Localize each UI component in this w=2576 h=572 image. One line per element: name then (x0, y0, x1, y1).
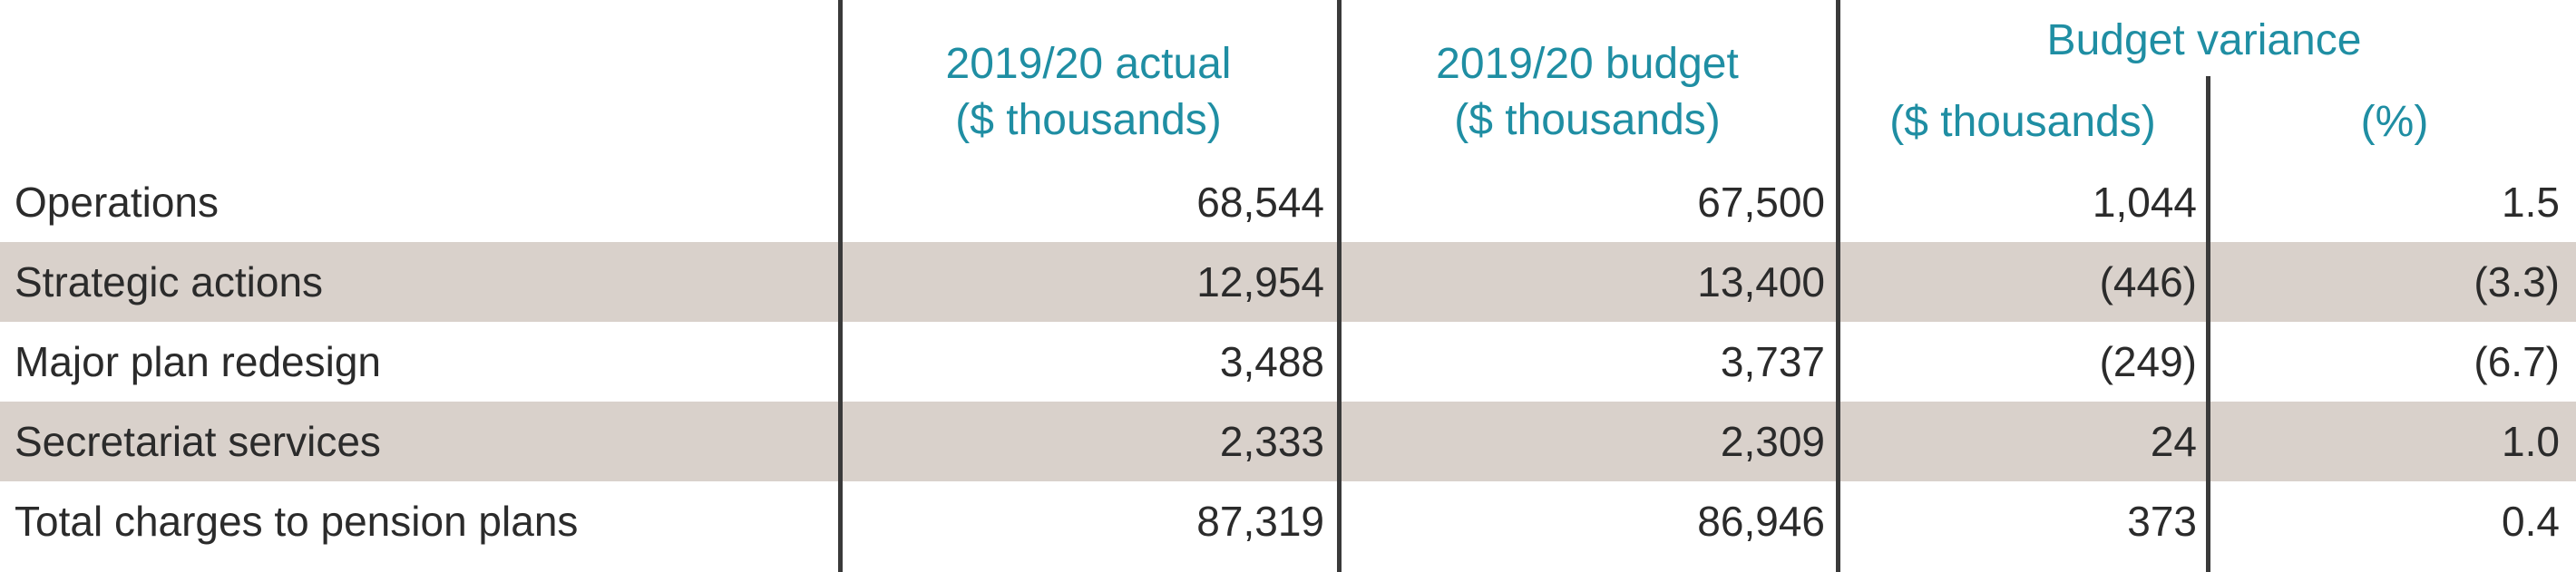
table-row: Major plan redesign 3,488 3,737 (249) (6… (0, 322, 2576, 402)
column-divider (1337, 0, 1342, 572)
row-label: Total charges to pension plans (15, 498, 579, 545)
row-budget: 67,500 (1697, 179, 1825, 226)
row-variance: 1,044 (2092, 179, 2197, 226)
row-actual: 68,544 (1196, 179, 1324, 226)
column-divider (838, 0, 843, 572)
row-budget: 2,309 (1720, 418, 1825, 465)
header-variance-percent: (%) (2360, 98, 2429, 146)
row-label: Major plan redesign (15, 338, 382, 385)
row-percent: 0.4 (2502, 498, 2560, 545)
header-actual: 2019/20 actual ($ thousands) (844, 36, 1333, 149)
row-label: Secretariat services (15, 418, 381, 465)
table-row: Strategic actions 12,954 13,400 (446) (3… (0, 242, 2576, 322)
row-actual: 12,954 (1196, 258, 1324, 305)
row-actual: 3,488 (1219, 338, 1324, 385)
header-actual-line2: ($ thousands) (955, 96, 1222, 144)
row-actual: 87,319 (1196, 498, 1324, 545)
header-budget: 2019/20 budget ($ thousands) (1342, 36, 1832, 149)
row-budget: 86,946 (1697, 498, 1825, 545)
row-budget: 3,737 (1720, 338, 1825, 385)
row-percent: (6.7) (2474, 338, 2560, 385)
header-budget-line1: 2019/20 budget (1436, 40, 1739, 88)
table-row-total: Total charges to pension plans 87,319 86… (0, 481, 2576, 561)
header-variance-group: Budget variance (2046, 16, 2362, 64)
header-variance-amount: ($ thousands) (1889, 98, 2156, 146)
row-budget: 13,400 (1697, 258, 1825, 305)
row-percent: 1.5 (2502, 179, 2560, 226)
row-percent: 1.0 (2502, 418, 2560, 465)
row-variance: 24 (2150, 418, 2197, 465)
table-row: Operations 68,544 67,500 1,044 1.5 (0, 162, 2576, 242)
column-divider (2206, 76, 2210, 572)
row-percent: (3.3) (2474, 258, 2560, 305)
row-actual: 2,333 (1219, 418, 1324, 465)
row-label: Strategic actions (15, 258, 324, 305)
column-divider (1836, 0, 1840, 572)
row-variance: (249) (2099, 338, 2197, 385)
table-row: Secretariat services 2,333 2,309 24 1.0 (0, 402, 2576, 481)
header-budget-line2: ($ thousands) (1454, 96, 1721, 144)
header-actual-line1: 2019/20 actual (945, 40, 1232, 88)
row-variance: 373 (2127, 498, 2197, 545)
row-variance: (446) (2099, 258, 2197, 305)
row-label: Operations (15, 179, 220, 226)
